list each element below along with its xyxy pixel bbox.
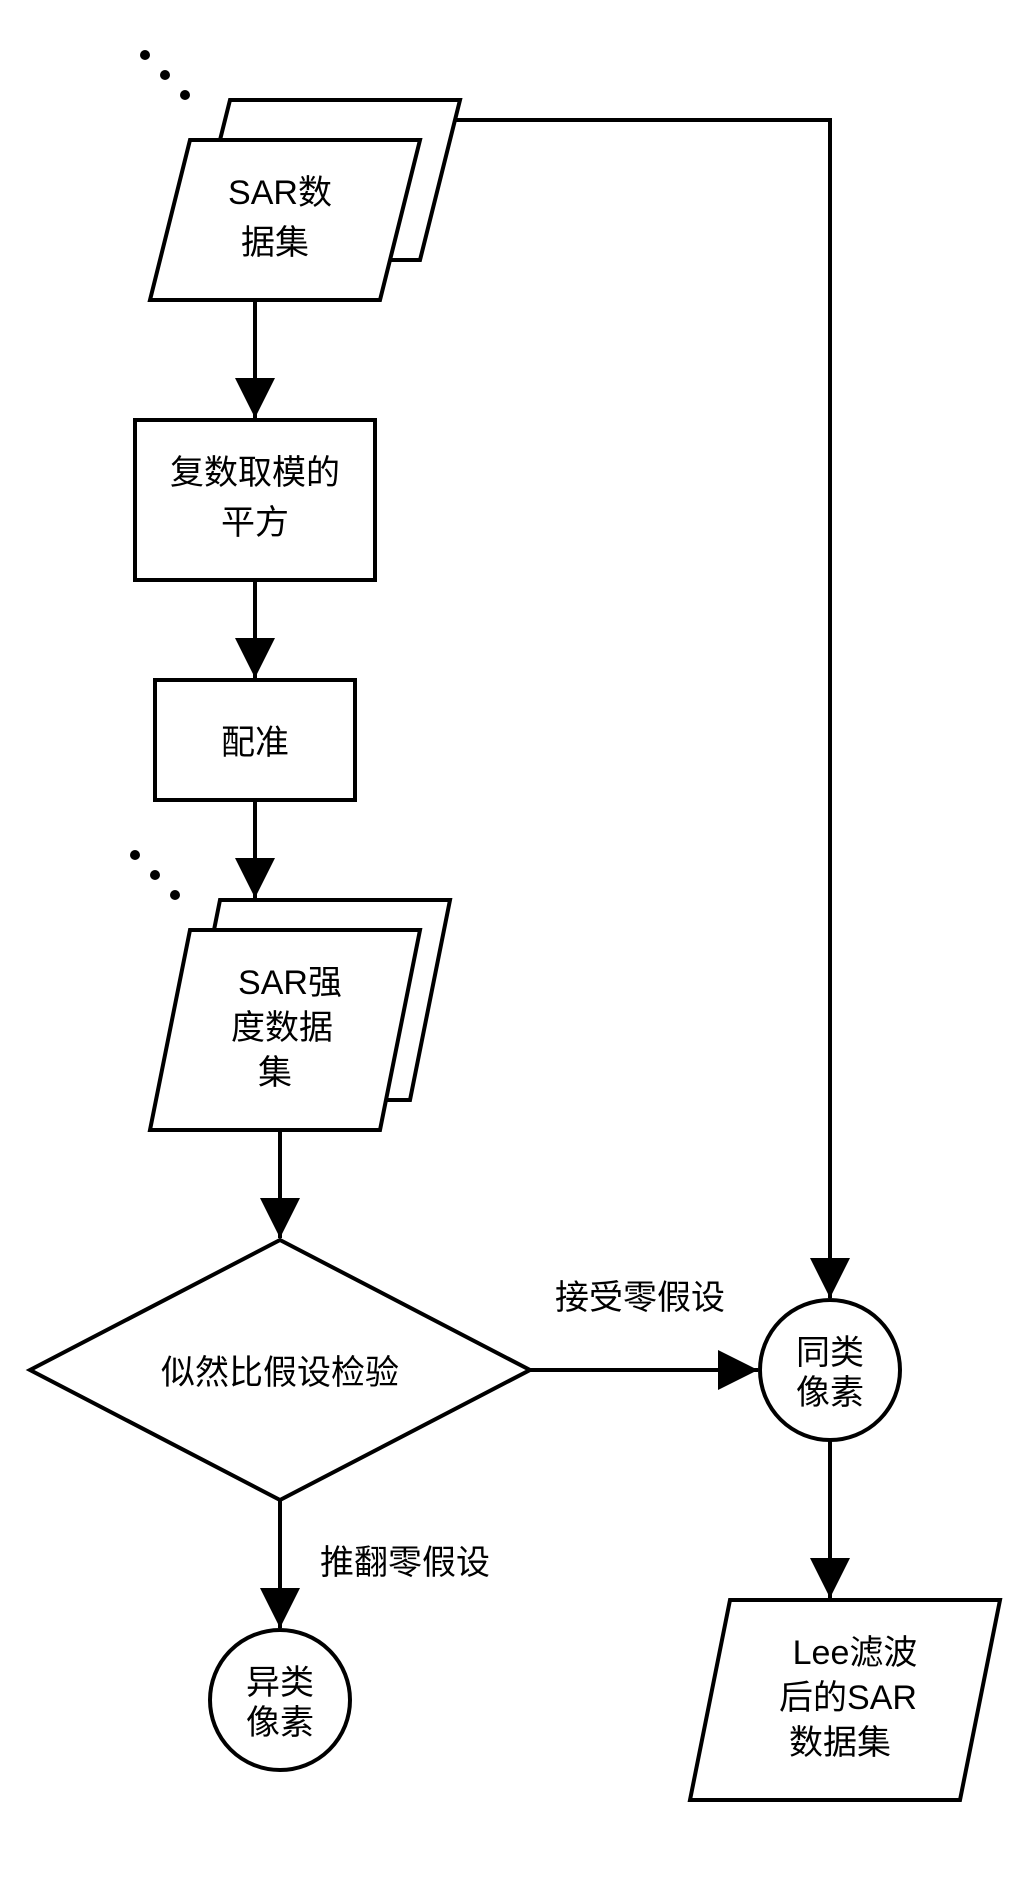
node-out-line1: Lee滤波 — [793, 1634, 918, 1672]
node-proc2-line1: 配准 — [221, 724, 289, 762]
node-circle2-line1: 异类 — [246, 1664, 314, 1702]
node-stack2-line3: 集 — [258, 1054, 292, 1092]
node-decision-line1: 似然比假设检验 — [161, 1354, 399, 1392]
node-stack2-line2: 度数据 — [231, 1009, 333, 1047]
node-same-class-pixel: 同类 像素 — [760, 1300, 900, 1440]
node-stack2-line1: SAR强 — [238, 964, 342, 1002]
node-sar-dataset-line1: SAR数 — [228, 174, 332, 212]
node-proc1-line2: 平方 — [221, 504, 289, 542]
edge-stack1-to-circle1 — [415, 120, 830, 1298]
node-circle2-line2: 像素 — [246, 1704, 314, 1742]
node-proc1-line1: 复数取模的 — [170, 454, 340, 492]
edge-label-reject-null: 推翻零假设 — [320, 1544, 490, 1582]
node-lee-filtered-output: Lee滤波 后的SAR 数据集 — [690, 1600, 1000, 1800]
node-likelihood-ratio-test: 似然比假设检验 — [30, 1240, 530, 1500]
node-sar-dataset-line2: 据集 — [241, 224, 309, 262]
node-out-line3: 数据集 — [789, 1724, 891, 1762]
flowchart-canvas: SAR数 据集 复数取模的 平方 配准 SAR强 度数据 集 似然比假设检验 — [0, 0, 1014, 1885]
node-sar-dataset-stack: SAR数 据集 — [140, 50, 460, 300]
node-sar-intensity-stack: SAR强 度数据 集 — [130, 850, 450, 1130]
node-different-class-pixel: 异类 像素 — [210, 1630, 350, 1770]
node-registration: 配准 — [155, 680, 355, 800]
node-circle1-line2: 像素 — [796, 1374, 864, 1412]
node-circle1-line1: 同类 — [796, 1334, 864, 1372]
edge-label-accept-null: 接受零假设 — [555, 1279, 725, 1317]
node-out-line2: 后的SAR — [779, 1679, 917, 1717]
node-complex-modulus-squared: 复数取模的 平方 — [135, 420, 375, 580]
